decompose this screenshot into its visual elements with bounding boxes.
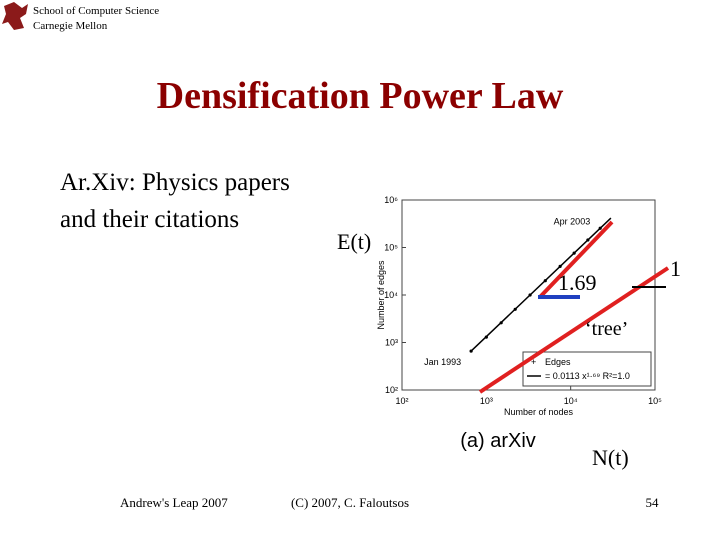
x-tick-label: 10³ bbox=[480, 396, 493, 406]
footer-center: (C) 2007, C. Faloutsos bbox=[291, 495, 409, 510]
y-tick-label: 10³ bbox=[385, 338, 398, 348]
chart-caption: (a) arXiv bbox=[460, 430, 536, 452]
point-label: Apr 2003 bbox=[554, 216, 591, 226]
legend-box bbox=[522, 351, 652, 387]
body-line: Ar.Xiv: Physics papers bbox=[60, 169, 290, 196]
university-name: Carnegie Mellon bbox=[33, 20, 108, 32]
slide-title: Densification Power Law bbox=[157, 75, 564, 117]
x-axis-label: Number of nodes bbox=[504, 407, 574, 417]
legend-swatch: + bbox=[531, 357, 536, 367]
tree-label: ‘tree’ bbox=[585, 318, 628, 340]
y-tick-label: 10² bbox=[385, 385, 398, 395]
tree-line bbox=[478, 266, 670, 394]
y-annotation: E(t) bbox=[337, 229, 371, 254]
y-tick-label: 10⁴ bbox=[384, 290, 398, 300]
logo bbox=[2, 2, 28, 30]
page-number: 54 bbox=[646, 495, 660, 510]
body-line: and their citations bbox=[60, 206, 239, 233]
y-tick-label: 10⁵ bbox=[384, 243, 398, 253]
school-name: School of Computer Science bbox=[33, 5, 159, 17]
x-tick-label: 10⁵ bbox=[648, 396, 662, 406]
x-tick-label: 10² bbox=[395, 396, 408, 406]
legend-label: Edges bbox=[545, 357, 571, 367]
footer-left: Andrew's Leap 2007 bbox=[120, 495, 228, 510]
x-tick-label: 10⁴ bbox=[564, 396, 578, 406]
x-annotation: N(t) bbox=[592, 445, 629, 470]
legend-label: = 0.0113 x¹·⁶⁹ R²=1.0 bbox=[545, 371, 630, 381]
slope-line bbox=[538, 220, 614, 299]
fit-line bbox=[470, 217, 612, 352]
point-label: Jan 1993 bbox=[424, 357, 461, 367]
annotation-lines bbox=[478, 220, 670, 394]
y-tick-label: 10⁶ bbox=[384, 195, 398, 205]
slope-label: 1.69 bbox=[558, 270, 597, 295]
tree-slope-label: 1 bbox=[670, 256, 681, 281]
y-axis-label: Number of edges bbox=[376, 260, 386, 330]
